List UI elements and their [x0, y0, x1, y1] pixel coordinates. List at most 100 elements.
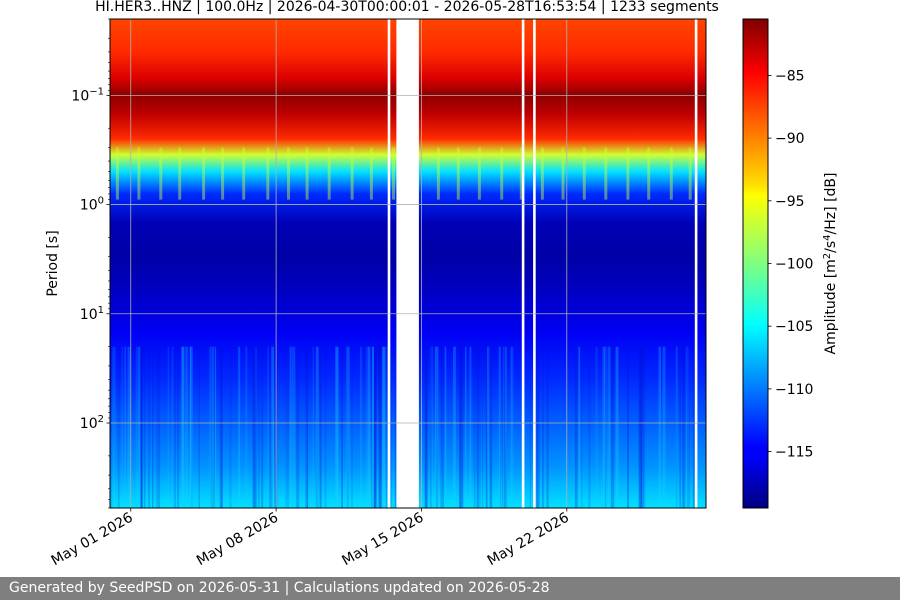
- heatmap-streak: [476, 346, 479, 508]
- heatmap-streak: [365, 346, 369, 508]
- heatmap-streak: [687, 346, 691, 508]
- heatmap-streak: [578, 346, 581, 508]
- heatmap-streak: [461, 346, 464, 508]
- heatmap-streak: [693, 346, 695, 508]
- heatmap-streak: [159, 147, 163, 200]
- heatmap-streak: [582, 147, 586, 200]
- heatmap-streak: [359, 346, 363, 508]
- heatmap-streak: [607, 346, 611, 508]
- heatmap-streak: [305, 147, 309, 200]
- chart-title: HI.HER3..HNZ | 100.0Hz | 2026-04-30T00:0…: [95, 0, 719, 15]
- colorbar-tick-label: −90: [775, 131, 805, 147]
- x-tick-label: May 15 2026: [339, 510, 426, 570]
- y-tick-label: 10−1: [71, 86, 104, 104]
- colorbar-tick-label: −95: [775, 194, 805, 210]
- heatmap-streak: [640, 346, 644, 508]
- heatmap-streak: [347, 346, 349, 508]
- heatmap-streak: [626, 147, 630, 200]
- data-gap: [521, 19, 525, 508]
- data-gap: [694, 19, 698, 508]
- x-tick-label: May 22 2026: [485, 510, 572, 570]
- heatmap-streak: [500, 346, 501, 508]
- heatmap-streak: [367, 346, 371, 508]
- heatmap-streak: [456, 147, 460, 200]
- heatmap-streak: [473, 346, 476, 508]
- heatmap-streak: [312, 346, 314, 508]
- heatmap-streak: [683, 346, 686, 508]
- heatmap-streak: [510, 346, 512, 508]
- heatmap-streak: [253, 346, 257, 508]
- heatmap-streak: [546, 346, 549, 508]
- heatmap-streak: [378, 346, 382, 508]
- heatmap-streak: [143, 346, 146, 508]
- heatmap-streak: [581, 346, 583, 508]
- heatmap-streak: [503, 346, 507, 508]
- heatmap-streak: [639, 346, 642, 508]
- heatmap-streak: [221, 147, 225, 200]
- colorbar-tick-label: −100: [775, 257, 813, 273]
- heatmap-streak: [469, 346, 472, 508]
- heatmap-streak: [444, 346, 447, 508]
- heatmap-streak: [191, 346, 193, 508]
- heatmap-streak: [681, 346, 685, 508]
- heatmap-streak: [561, 147, 565, 200]
- heatmap-streak: [692, 346, 696, 508]
- heatmap-streak: [184, 346, 188, 508]
- heatmap-streak: [137, 147, 141, 200]
- heatmap-streak: [540, 147, 544, 200]
- heatmap-streak: [676, 346, 678, 508]
- heatmap-streak: [688, 147, 692, 200]
- heatmap-streak: [481, 346, 484, 508]
- heatmap-streak: [574, 346, 578, 508]
- y-tick-label: 100: [80, 196, 104, 214]
- data-gap: [387, 19, 391, 508]
- heatmap-streak: [135, 346, 139, 508]
- heatmap-streak: [148, 346, 151, 508]
- heatmap-streak: [436, 346, 438, 508]
- heatmap-streak: [292, 346, 296, 508]
- heatmap-streak: [595, 346, 598, 508]
- heatmap-streak: [210, 346, 212, 508]
- heatmap-streak: [603, 346, 608, 508]
- heatmap-streak: [477, 147, 481, 200]
- footer-bar: Generated by SeedPSD on 2026-05-31 | Cal…: [0, 577, 900, 600]
- heatmap-streak: [424, 346, 429, 508]
- heatmap-streak: [209, 346, 211, 508]
- heatmap-streak: [500, 147, 504, 200]
- colorbar-tick-label: −115: [775, 445, 813, 461]
- spectrogram-figure: HI.HER3..HNZ | 100.0Hz | 2026-04-30T00:0…: [45, 0, 839, 570]
- heatmap-streak: [529, 346, 531, 508]
- heatmap-streak: [519, 147, 523, 200]
- heatmap-streak: [336, 346, 338, 508]
- heatmap-streak: [502, 346, 505, 508]
- heatmap-streak: [319, 346, 322, 508]
- heatmap-streak: [381, 346, 386, 508]
- heatmap-streak: [662, 346, 666, 508]
- heatmap-streak: [221, 346, 223, 508]
- heatmap-streak: [296, 346, 300, 508]
- heatmap-streaks: [110, 147, 696, 508]
- heatmap-streak: [140, 346, 143, 508]
- heatmap-streak: [305, 346, 308, 508]
- heatmap-streak: [374, 346, 377, 508]
- colorbar-ticks: −85 −90 −95 −100 −105 −110 −115: [768, 68, 813, 461]
- heatmap-streak: [369, 147, 373, 200]
- heatmap-streak: [440, 346, 442, 508]
- heatmap-streak: [267, 346, 269, 508]
- heatmap-streak: [189, 346, 193, 508]
- heatmap-streak: [389, 346, 392, 508]
- heatmap-streak: [138, 346, 141, 508]
- heatmap-streak: [679, 346, 682, 508]
- heatmap-streak: [215, 346, 217, 508]
- heatmap-streak: [266, 147, 270, 200]
- heatmap-streak: [269, 346, 273, 508]
- heatmap-streak: [504, 346, 507, 508]
- heatmap-streak: [479, 346, 481, 508]
- heatmap-streak: [271, 346, 274, 508]
- heatmap-streak: [430, 346, 432, 508]
- heatmap-streak: [485, 346, 488, 508]
- plot-area: [109, 18, 707, 509]
- heatmap-streak: [627, 346, 629, 508]
- heatmap-streak: [110, 346, 113, 508]
- heatmap-streak: [127, 346, 130, 508]
